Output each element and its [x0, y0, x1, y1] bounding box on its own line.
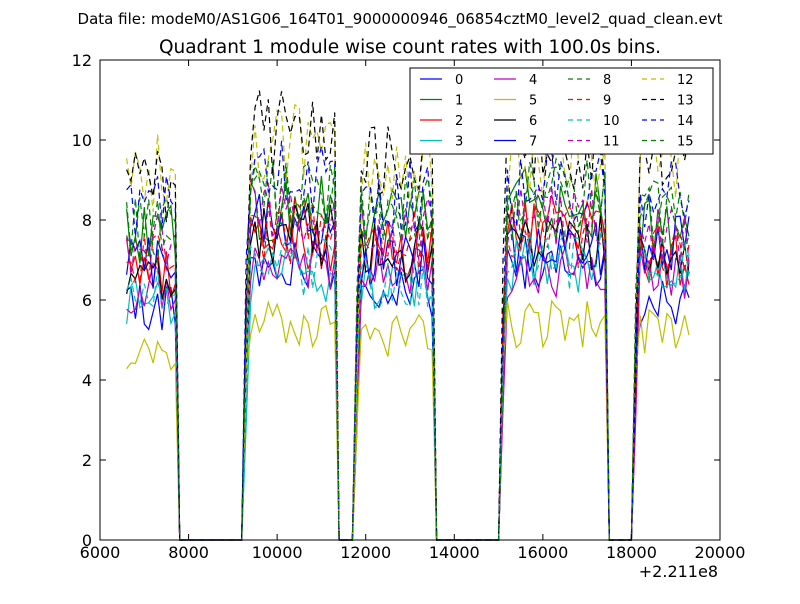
legend-label: 15: [677, 135, 694, 150]
y-tick-label: 4: [82, 371, 92, 390]
legend-label: 2: [455, 114, 463, 129]
series-line-3: [126, 231, 690, 541]
legend-box: [409, 67, 714, 155]
legend-label: 7: [529, 135, 537, 150]
legend-label: 10: [603, 114, 620, 129]
y-tick-label: 2: [82, 451, 92, 470]
y-tick-label: 10: [72, 131, 92, 150]
x-tick-label: 10000: [252, 543, 303, 562]
series-line-14: [126, 140, 690, 541]
legend-label: 3: [455, 135, 463, 150]
series-layer: [126, 90, 690, 541]
legend-label: 5: [529, 94, 537, 109]
y-tick-label: 8: [82, 211, 92, 230]
y-tick-label: 12: [72, 51, 92, 70]
legend-label: 8: [603, 73, 611, 88]
series-line-8: [126, 162, 690, 541]
legend-label: 14: [677, 114, 694, 129]
legend-label: 6: [529, 114, 537, 129]
x-tick-label: 12000: [340, 543, 391, 562]
legend-label: 12: [677, 73, 694, 88]
legend-label: 11: [603, 135, 620, 150]
series-line-2: [126, 194, 690, 541]
x-offset-label: +2.211e8: [639, 562, 718, 581]
series-line-15: [126, 157, 690, 541]
x-tick-label: 6000: [80, 543, 121, 562]
series-line-5: [126, 299, 690, 541]
series-line-9: [126, 197, 690, 541]
y-tick-label: 0: [82, 531, 92, 550]
legend-label: 4: [529, 73, 537, 88]
axis-layer: 6000 8000 10000 12000 14000 16000 18000 20000 0 2…: [72, 51, 746, 562]
x-tick-label: 8000: [168, 543, 209, 562]
series-line-6: [126, 203, 690, 541]
series-line-12: [126, 103, 690, 541]
x-tick-label: 18000: [606, 543, 657, 562]
series-line-10: [126, 228, 690, 541]
legend-label: 0: [455, 73, 463, 88]
legend-label: 1: [455, 94, 463, 109]
series-line-11: [126, 177, 690, 541]
series-line-4: [126, 240, 690, 541]
legend-label: 9: [603, 94, 611, 109]
y-tick-label: 6: [82, 291, 92, 310]
data-file-caption: Data file: modeM0/AS1G06_164T01_90000009…: [78, 10, 723, 29]
x-tick-label: 14000: [429, 543, 480, 562]
x-tick-label: 20000: [695, 543, 746, 562]
chart-title: Quadrant 1 module wise count rates with …: [159, 37, 661, 58]
legend-label: 13: [677, 94, 694, 109]
x-tick-label: 16000: [517, 543, 568, 562]
